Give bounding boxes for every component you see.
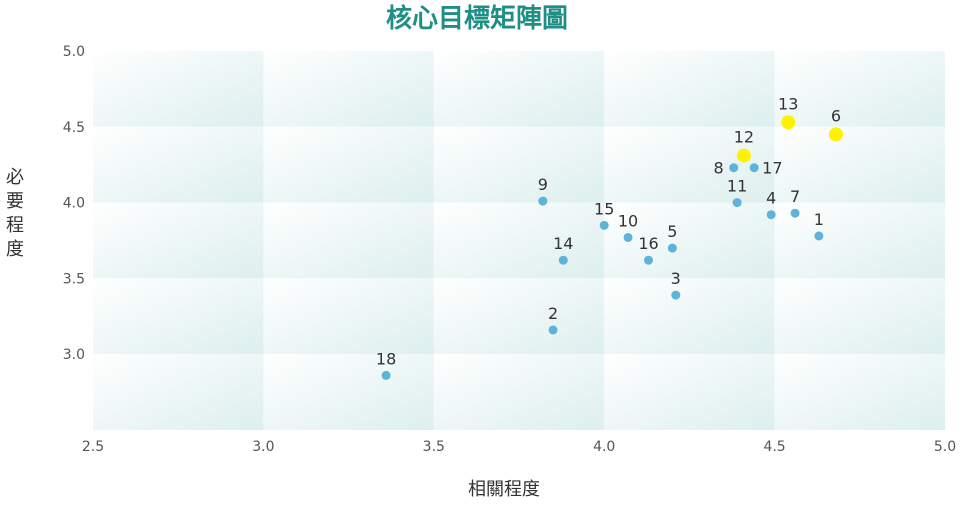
data-point xyxy=(766,210,776,220)
grid-cell xyxy=(433,354,605,430)
data-point-label: 2 xyxy=(548,304,558,323)
grid-cell xyxy=(263,354,434,430)
grid-cell xyxy=(774,202,945,279)
data-point xyxy=(749,163,759,173)
grid-cell xyxy=(604,126,775,203)
grid-cell xyxy=(93,354,264,430)
chart-title: 核心目標矩陣圖 xyxy=(386,3,568,34)
data-point-label: 11 xyxy=(727,177,747,196)
y-tick-label: 3.0 xyxy=(63,347,85,363)
x-axis-ticks: 2.5 3.0 3.5 4.0 4.5 5.0 xyxy=(82,439,956,455)
x-tick-label: 4.0 xyxy=(593,439,615,455)
grid-cell xyxy=(774,278,945,355)
grid-cell xyxy=(604,202,775,279)
y-axis-ticks: 5.0 4.5 4.0 3.5 3.0 xyxy=(63,44,85,363)
grid-cell xyxy=(433,51,605,127)
y-tick-label: 5.0 xyxy=(63,44,85,60)
data-point-label: 16 xyxy=(638,234,658,253)
grid-cell xyxy=(263,278,434,355)
data-point xyxy=(828,127,843,142)
y-axis-label-char: 程 xyxy=(6,215,24,236)
data-point-label: 10 xyxy=(618,211,638,230)
data-point xyxy=(736,148,751,163)
data-point xyxy=(732,198,742,208)
grid-cell xyxy=(433,202,605,279)
data-point xyxy=(644,255,654,265)
x-axis-label: 相關程度 xyxy=(468,479,540,500)
data-point xyxy=(781,115,796,130)
data-point xyxy=(558,255,568,265)
data-point-label: 4 xyxy=(766,189,776,208)
data-point-label: 13 xyxy=(778,94,798,113)
data-point xyxy=(671,290,681,300)
grid-cell xyxy=(93,202,264,279)
data-point xyxy=(599,220,609,230)
grid-cell xyxy=(93,278,264,355)
data-point-label: 14 xyxy=(553,234,573,253)
grid-cell xyxy=(93,51,264,127)
y-tick-label: 4.0 xyxy=(63,196,85,212)
grid-cell xyxy=(93,126,264,203)
grid-cell xyxy=(774,354,945,430)
y-axis-label-char: 度 xyxy=(6,239,24,260)
data-point xyxy=(381,370,391,380)
data-point-label: 6 xyxy=(831,106,841,125)
grid-cell xyxy=(433,126,605,203)
data-point-label: 17 xyxy=(762,159,782,178)
y-tick-label: 3.5 xyxy=(63,271,85,287)
grid-cell xyxy=(774,126,945,203)
x-tick-label: 4.5 xyxy=(763,439,785,455)
plot-background xyxy=(93,51,945,430)
x-tick-label: 2.5 xyxy=(82,439,104,455)
data-point-label: 9 xyxy=(538,175,548,194)
data-point xyxy=(790,208,800,218)
grid-cell xyxy=(604,278,775,355)
data-point-label: 18 xyxy=(376,349,396,368)
data-point xyxy=(729,163,739,173)
x-tick-label: 3.5 xyxy=(423,439,445,455)
data-point-label: 3 xyxy=(671,269,681,288)
y-axis-label-char: 必 xyxy=(6,167,24,188)
data-point xyxy=(548,325,558,335)
data-point-label: 7 xyxy=(790,187,800,206)
grid-cell xyxy=(263,202,434,279)
y-tick-label: 4.5 xyxy=(63,120,85,136)
grid-cell xyxy=(604,354,775,430)
x-tick-label: 5.0 xyxy=(934,439,956,455)
data-point xyxy=(667,243,677,253)
grid-cell xyxy=(604,51,775,127)
grid-cell xyxy=(263,126,434,203)
grid-cell xyxy=(774,51,945,127)
data-point-label: 5 xyxy=(667,222,677,241)
x-tick-label: 3.0 xyxy=(252,439,274,455)
data-point-label: 12 xyxy=(734,128,754,147)
y-axis-label-char: 要 xyxy=(6,191,24,212)
grid-cell xyxy=(263,51,434,127)
data-point xyxy=(623,232,633,242)
grid-cell xyxy=(433,278,605,355)
data-point-label: 1 xyxy=(814,210,824,229)
data-point-label: 15 xyxy=(594,199,614,218)
data-point-label: 8 xyxy=(714,159,724,178)
data-point xyxy=(538,196,548,206)
data-point xyxy=(814,231,824,241)
